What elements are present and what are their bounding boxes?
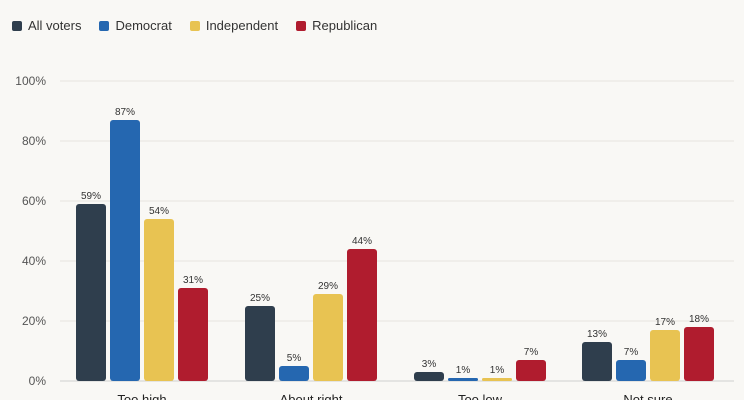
bar-democrat-about-right[interactable] [279,366,309,381]
data-label: 31% [183,275,203,286]
legend-item-republican[interactable]: Republican [296,18,377,33]
legend-item-all-voters[interactable]: All voters [12,18,81,33]
data-label: 5% [287,353,302,364]
data-label: 1% [456,365,471,376]
data-label: 87% [115,107,135,118]
data-label: 18% [689,314,709,325]
bar-democrat-not-sure[interactable] [616,360,646,381]
legend-swatch [296,20,307,31]
x-category-label: About right [280,392,343,400]
data-label: 1% [490,365,505,376]
x-category-label: Not sure [623,392,672,400]
bar-republican-too-low[interactable] [516,360,546,381]
legend-swatch [12,20,22,31]
legend-label: Independent [205,18,279,33]
bar-democrat-too-low[interactable] [448,378,478,381]
bar-all-voters-about-right[interactable] [245,306,275,381]
bar-independent-about-right[interactable] [313,294,343,381]
bar-all-voters-too-high[interactable] [76,204,106,381]
y-tick-label: 0% [29,374,47,388]
bar-all-voters-not-sure[interactable] [582,342,612,381]
data-label: 25% [250,293,270,304]
data-label: 17% [655,317,675,328]
y-tick-label: 100% [15,74,46,88]
legend: All voters Democrat Independent Republican [12,18,395,33]
legend-swatch [99,20,110,31]
legend-item-democrat[interactable]: Democrat [99,18,172,33]
bar-republican-about-right[interactable] [347,249,377,381]
data-label: 44% [352,236,372,247]
legend-label: All voters [28,18,82,33]
bar-republican-too-high[interactable] [178,288,208,381]
bar-independent-not-sure[interactable] [650,330,680,381]
legend-item-independent[interactable]: Independent [189,18,279,33]
bar-democrat-too-high[interactable] [110,120,140,381]
y-tick-label: 20% [22,314,46,328]
bar-all-voters-too-low[interactable] [414,372,444,381]
y-tick-label: 80% [22,134,46,148]
data-label: 3% [422,359,437,370]
y-tick-label: 40% [22,254,46,268]
bar-republican-not-sure[interactable] [684,327,714,381]
x-category-label: Too high [117,392,166,400]
data-label: 7% [524,347,539,358]
bar-independent-too-low[interactable] [482,378,512,381]
data-label: 54% [149,206,169,217]
bar-independent-too-high[interactable] [144,219,174,381]
data-label: 29% [318,281,338,292]
legend-label: Democrat [115,18,172,33]
data-label: 59% [81,191,101,202]
y-tick-label: 60% [22,194,46,208]
data-label: 13% [587,329,607,340]
legend-label: Republican [312,18,378,33]
data-label: 7% [624,347,639,358]
x-category-label: Too low [458,392,503,400]
legend-swatch [189,20,200,31]
